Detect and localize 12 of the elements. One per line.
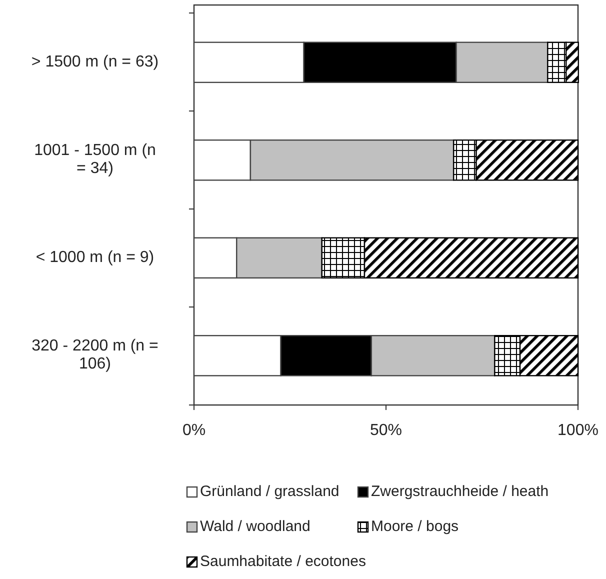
x-tick-label: 50% — [370, 422, 402, 439]
y-tick-label: < 1000 m (n = 9) — [36, 249, 154, 266]
legend-label: Moore / bogs — [371, 518, 459, 535]
legend-label: Zwergstrauchheide / heath — [371, 482, 549, 500]
y-tick-label: 320 - 2200 m (n = 106) — [32, 338, 158, 373]
y-tick-label: 1001 - 1500 m (n = 34) — [34, 142, 156, 178]
legend-label: Grünland / grassland — [200, 482, 340, 500]
x-tick-label: 0% — [182, 422, 206, 439]
legend-label: Saumhabitate / ecotones — [200, 552, 366, 570]
x-tick-label: 100% — [558, 422, 598, 439]
legend-label: Wald / woodland — [200, 518, 310, 535]
y-tick-label: > 1500 m (n = 63) — [31, 54, 159, 71]
